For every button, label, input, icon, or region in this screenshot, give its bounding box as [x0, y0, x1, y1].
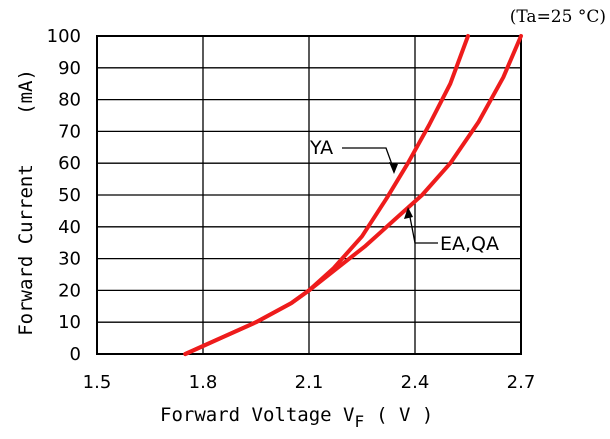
- y-tick-label: 90: [58, 58, 81, 79]
- series-layer: [183, 34, 523, 356]
- y-tick-label: 10: [58, 312, 81, 333]
- y-tick-label: 100: [47, 26, 81, 47]
- y-axis-unit: (mA): [15, 69, 37, 115]
- y-tick-label: 50: [58, 185, 81, 206]
- y-tick-label: 0: [70, 344, 81, 365]
- x-axis-label-main: Forward Voltage V: [160, 404, 354, 426]
- x-axis-label-unit: ( V ): [376, 404, 433, 426]
- y-tick-label: 80: [58, 90, 81, 111]
- y-tick-label: 20: [58, 280, 81, 301]
- grid: [96, 35, 522, 355]
- temperature-condition: (Ta=25 °C): [510, 7, 606, 27]
- y-tick-label: 60: [58, 153, 81, 174]
- x-tick-labels: 1.5 1.8 2.1 2.4 2.7: [83, 372, 536, 393]
- y-tick-label: 40: [58, 217, 81, 238]
- plot-frame: [96, 35, 522, 355]
- y-axis-unit-label: (mA): [15, 69, 37, 115]
- x-tick-label: 1.8: [189, 372, 218, 393]
- x-axis-label-subscript: F: [354, 412, 364, 431]
- y-tick-labels: 0 10 20 30 40 50 60 70 80 90 100: [47, 26, 81, 365]
- leader-line-ea-qa: [408, 211, 438, 244]
- leader-line-ya: [342, 147, 395, 171]
- arrowhead-ea-qa: [404, 207, 413, 219]
- x-tick-label: 2.4: [401, 372, 430, 393]
- x-tick-label: 2.7: [507, 372, 536, 393]
- y-tick-label: 30: [58, 249, 81, 270]
- annotation-layer: YA EA,QA: [309, 137, 499, 255]
- arrowhead-ya: [389, 162, 398, 174]
- series-label-ya: YA: [309, 137, 333, 159]
- y-axis-label: Forward Current: [15, 164, 37, 336]
- x-tick-label: 2.1: [295, 372, 324, 393]
- x-axis-label: Forward Voltage VF ( V ): [160, 404, 433, 431]
- x-tick-label: 1.5: [83, 372, 112, 393]
- series-line-ea-qa: [183, 34, 523, 356]
- y-axis-title: Forward Current: [15, 164, 37, 336]
- series-label-ea-qa: EA,QA: [440, 233, 499, 255]
- y-tick-label: 70: [58, 121, 81, 142]
